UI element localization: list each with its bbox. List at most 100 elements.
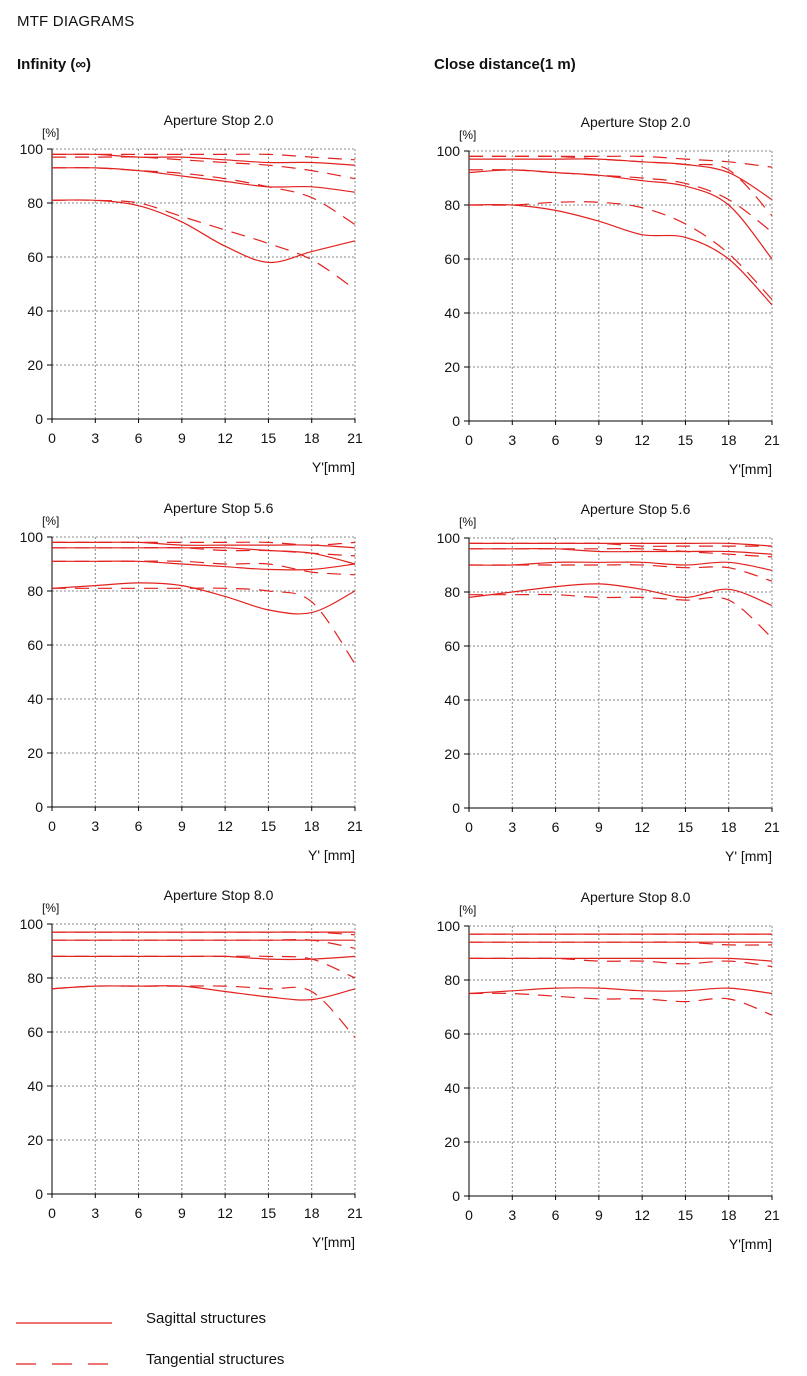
x-tick-label: 0 [465,819,473,835]
y-tick-label: 20 [27,357,43,373]
x-tick-label: 21 [347,1205,363,1221]
x-tick-label: 21 [347,430,363,446]
x-tick-label: 0 [465,432,473,448]
x-tick-label: 21 [764,432,780,448]
tangential-series-line [468,564,773,582]
x-tick-label: 21 [347,818,363,834]
y-tick-label: 80 [27,583,43,599]
tangential-series-line [468,992,773,1016]
x-tick-label: 6 [552,432,560,448]
page-heading: MTF DIAGRAMS [17,13,135,30]
tangential-series-line [52,955,356,979]
y-tick-label: 40 [27,1078,43,1094]
sagittal-series-line [51,153,356,166]
y-tick-label: 80 [27,970,43,986]
y-tick-label: 0 [452,413,460,429]
y-tick-label: 60 [27,249,43,265]
y-tick-label: 60 [444,251,460,267]
tangential-series-line [51,931,356,936]
y-tick-label: 60 [444,638,460,654]
y-tick-label: 80 [27,195,43,211]
tangential-series-line [468,941,773,946]
x-tick-label: 15 [678,432,694,448]
x-tick-label: 3 [91,1205,99,1221]
x-tick-label: 9 [178,430,186,446]
y-tick-label: 80 [444,972,460,988]
tangential-series-line [52,153,356,161]
y-tick-label: 0 [452,1188,460,1204]
tangential-series-line [469,155,773,168]
solid-line-swatch [16,1322,112,1324]
sagittal-series-line [51,985,356,1001]
y-tick-label: 40 [444,305,460,321]
y-axis-label: [%] [42,901,59,915]
x-tick-label: 12 [634,819,650,835]
sagittal-series-line [468,583,773,607]
x-tick-label: 3 [508,432,516,448]
x-tick-label: 9 [178,818,186,834]
sagittal-series-line [469,547,773,555]
x-tick-label: 18 [721,819,737,835]
dashed-line-swatch [16,1363,112,1365]
x-axis-label: Y'[mm] [312,459,355,475]
x-tick-label: 3 [91,818,99,834]
column-title-close-distance: Close distance(1 m) [434,56,576,73]
x-tick-label: 18 [721,1207,737,1223]
sagittal-series-line [468,561,773,571]
x-axis-label: Y' [mm] [308,847,355,863]
y-tick-label: 60 [444,1026,460,1042]
tangential-series-line [52,587,356,665]
y-tick-label: 100 [437,530,461,546]
y-tick-label: 0 [35,1186,43,1202]
x-tick-label: 12 [217,430,233,446]
y-axis-label: [%] [459,903,476,917]
x-tick-label: 6 [552,1207,560,1223]
x-tick-label: 18 [721,432,737,448]
y-tick-label: 20 [444,1134,460,1150]
x-tick-label: 3 [91,430,99,446]
y-tick-label: 20 [27,1132,43,1148]
chart-title: Aperture Stop 2.0 [581,114,691,130]
x-tick-label: 9 [595,819,603,835]
tangential-series-line [52,541,356,546]
y-tick-label: 100 [437,918,461,934]
x-tick-label: 15 [678,1207,694,1223]
tangential-series-line [468,169,773,233]
x-tick-label: 6 [552,819,560,835]
x-tick-label: 6 [135,1205,143,1221]
y-tick-label: 60 [27,637,43,653]
x-tick-label: 12 [634,432,650,448]
x-tick-label: 15 [678,819,694,835]
x-tick-label: 9 [595,1207,603,1223]
y-tick-label: 20 [27,745,43,761]
mtf-chart: Aperture Stop 8.0 [%] 0 20 40 60 80 100 0 3 6 9 12 15… [20,887,363,1250]
legend-tangential-label: Tangential structures [146,1351,285,1368]
y-axis-label: [%] [459,515,476,529]
x-tick-label: 9 [178,1205,186,1221]
x-tick-label: 0 [465,1207,473,1223]
sagittal-series-line [468,204,773,306]
y-axis-label: [%] [42,126,59,140]
sagittal-series-line [51,167,356,193]
tangential-series-line [51,985,356,1038]
column-title-infinity: Infinity (∞) [17,56,92,73]
x-tick-label: 3 [508,819,516,835]
sagittal-series-line [51,582,356,615]
y-tick-label: 100 [437,143,461,159]
x-tick-label: 18 [304,1205,320,1221]
sagittal-series-line [468,169,773,260]
x-tick-label: 15 [261,1205,277,1221]
tangential-series-line [51,167,356,226]
mtf-chart: Aperture Stop 2.0 [%] 0 20 40 60 80 100 0 3 6 9 12 15… [437,114,780,477]
x-tick-label: 15 [261,818,277,834]
tangential-series-line [469,593,773,639]
x-tick-label: 18 [304,818,320,834]
x-tick-label: 15 [261,430,277,446]
x-tick-label: 12 [217,818,233,834]
tangential-series-line [469,957,773,968]
mtf-chart: Aperture Stop 5.6 [%] 0 20 40 60 80 100 0 3 6 9 12 15… [20,500,363,863]
y-axis-label: [%] [459,128,476,142]
x-axis-label: Y'[mm] [729,1236,772,1252]
y-tick-label: 20 [444,746,460,762]
chart-title: Aperture Stop 5.6 [581,501,691,517]
